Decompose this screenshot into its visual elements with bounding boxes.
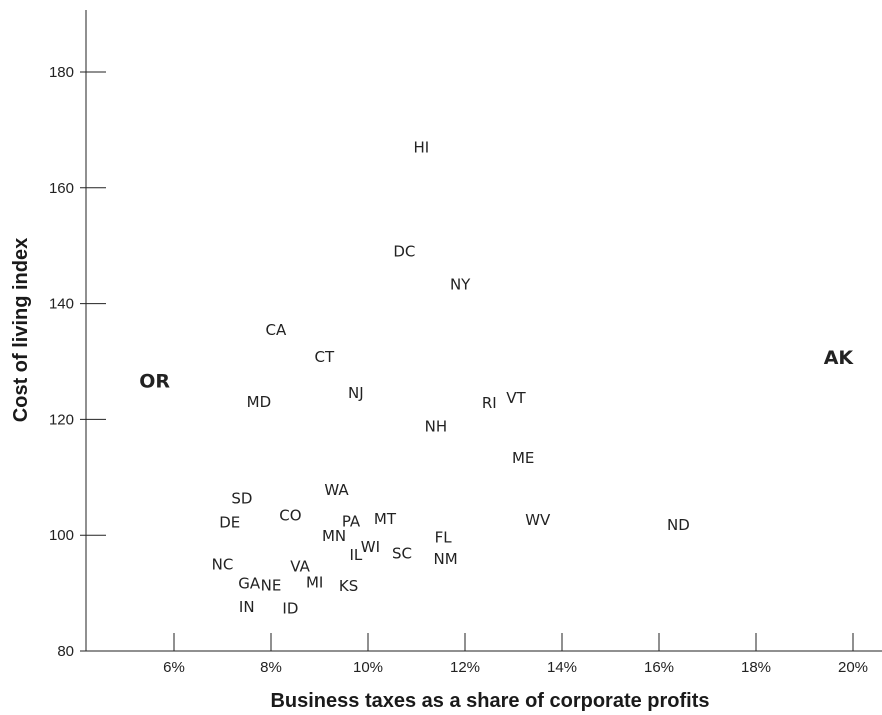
data-point-mn: MN [322, 527, 346, 545]
data-point-co: CO [279, 507, 301, 525]
y-tick-label: 160 [49, 180, 74, 197]
x-tick-label: 20% [838, 659, 868, 676]
y-tick-label: 120 [49, 411, 74, 428]
data-point-wv: WV [525, 511, 551, 529]
data-point-nm: NM [434, 550, 458, 568]
data-point-sc: SC [392, 545, 412, 563]
x-tick-label: 12% [450, 659, 480, 676]
x-tick-label: 6% [163, 659, 185, 676]
data-point-mi: MI [306, 574, 323, 592]
data-point-pa: PA [342, 512, 361, 530]
data-point-hi: HI [413, 138, 429, 156]
data-point-ak: AK [824, 347, 855, 369]
x-tick-label: 18% [741, 659, 771, 676]
y-tick-label: 140 [49, 296, 74, 313]
data-point-mt: MT [374, 510, 397, 528]
data-point-ny: NY [450, 275, 471, 293]
data-point-wi: WI [361, 538, 380, 556]
y-axis-title: Cost of living index [10, 238, 32, 422]
y-tick-label: 80 [57, 643, 74, 660]
y-tick-label: 100 [49, 527, 74, 544]
x-tick-label: 16% [644, 659, 674, 676]
data-point-ne: NE [261, 577, 282, 595]
y-axis-ticks: 80 100 120 140 160 180 [49, 64, 106, 660]
data-point-il: IL [349, 546, 362, 564]
data-point-md: MD [247, 393, 272, 411]
data-point-me: ME [512, 449, 534, 467]
data-point-ri: RI [482, 394, 497, 412]
data-point-va: VA [290, 557, 310, 575]
data-point-in: IN [239, 598, 255, 616]
data-point-nj: NJ [348, 384, 364, 402]
data-point-dc: DC [393, 242, 415, 260]
x-tick-label: 10% [353, 659, 383, 676]
data-point-vt: VT [506, 389, 526, 407]
data-point-id: ID [282, 600, 298, 618]
data-point-nh: NH [425, 417, 448, 435]
x-tick-label: 8% [260, 659, 282, 676]
data-point-wa: WA [324, 481, 349, 499]
data-point-ca: CA [265, 321, 286, 339]
data-point-nd: ND [667, 516, 690, 534]
axes [85, 10, 882, 652]
x-tick-label: 14% [547, 659, 577, 676]
data-point-ks: KS [339, 577, 358, 595]
data-point-ct: CT [315, 348, 335, 366]
data-point-or: OR [139, 370, 170, 392]
data-points: HI DC NY CA CT OR AK NJ MD RI VT NH ME WA SD CO DE PA MT WV… [139, 138, 854, 617]
x-axis-title: Business taxes as a share of corporate p… [270, 690, 709, 712]
data-point-de: DE [219, 513, 240, 531]
data-point-ga: GA [238, 574, 261, 592]
y-tick-label: 180 [49, 64, 74, 81]
data-point-nc: NC [212, 556, 234, 574]
x-axis-ticks: 6% 8% 10% 12% 14% 16% 18% 20% [163, 633, 868, 676]
data-point-fl: FL [435, 529, 453, 547]
data-point-sd: SD [231, 490, 252, 508]
